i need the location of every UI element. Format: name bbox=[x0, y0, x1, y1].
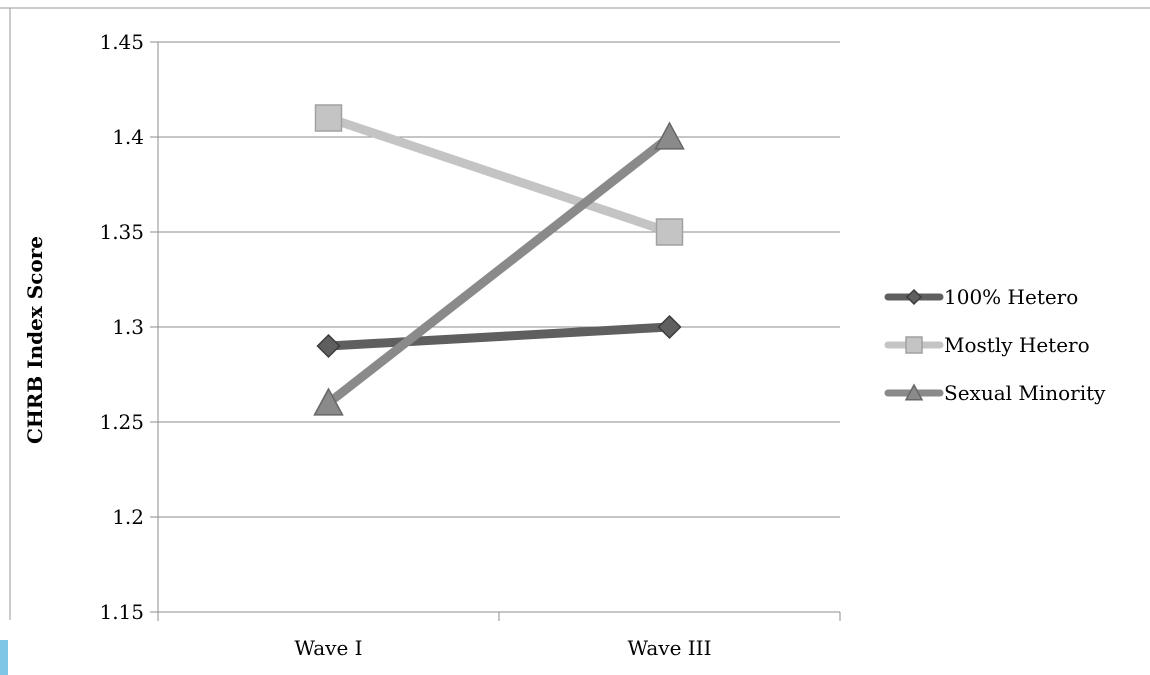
legend-item: Mostly Hetero bbox=[884, 333, 1090, 357]
legend-item: Sexual Minority bbox=[884, 381, 1106, 405]
legend-item: 100% Hetero bbox=[884, 285, 1078, 309]
y-tick-label: 1.25 bbox=[99, 410, 144, 434]
data-point bbox=[313, 387, 344, 416]
legend-label: 100% Hetero bbox=[944, 285, 1078, 309]
x-tick-label: Wave I bbox=[294, 636, 362, 660]
y-tick-label: 1.3 bbox=[112, 315, 144, 339]
legend-marker bbox=[904, 383, 924, 401]
page-edge-accent bbox=[0, 640, 8, 675]
data-point bbox=[316, 333, 341, 359]
y-tick-label: 1.35 bbox=[99, 220, 144, 244]
gridlines bbox=[158, 41, 840, 518]
legend-marker bbox=[905, 288, 923, 306]
y-axis-label: CHRB Index Score bbox=[23, 236, 47, 444]
x-axis-ticks: Wave I Wave III bbox=[157, 612, 841, 660]
data-point bbox=[654, 121, 685, 150]
x-tick-label: Wave III bbox=[628, 636, 712, 660]
series-layer bbox=[313, 104, 685, 416]
series-line bbox=[324, 132, 674, 408]
y-tick-label: 1.45 bbox=[99, 30, 144, 54]
y-tick-label: 1.15 bbox=[99, 600, 144, 624]
series-line bbox=[324, 322, 674, 351]
series-markers-0 bbox=[316, 314, 682, 359]
y-tick-label: 1.4 bbox=[112, 125, 144, 149]
data-point bbox=[314, 104, 343, 132]
series-line bbox=[324, 113, 674, 237]
y-tick-label: 1.2 bbox=[112, 505, 144, 529]
y-axis-ticks: 1.15 1.2 1.25 1.3 1.35 1.4 1.45 bbox=[99, 30, 158, 624]
legend: 100% Hetero Mostly Hetero Sexual Minority bbox=[884, 285, 1106, 405]
legend-label: Sexual Minority bbox=[944, 381, 1106, 405]
series-markers-1 bbox=[314, 104, 684, 246]
series-markers-2 bbox=[313, 121, 685, 416]
legend-label: Mostly Hetero bbox=[944, 333, 1090, 357]
data-point bbox=[655, 218, 684, 246]
legend-marker bbox=[905, 336, 923, 354]
series-1 bbox=[324, 113, 674, 237]
series-2 bbox=[324, 132, 674, 408]
series-0 bbox=[324, 322, 674, 351]
data-point bbox=[657, 314, 682, 340]
